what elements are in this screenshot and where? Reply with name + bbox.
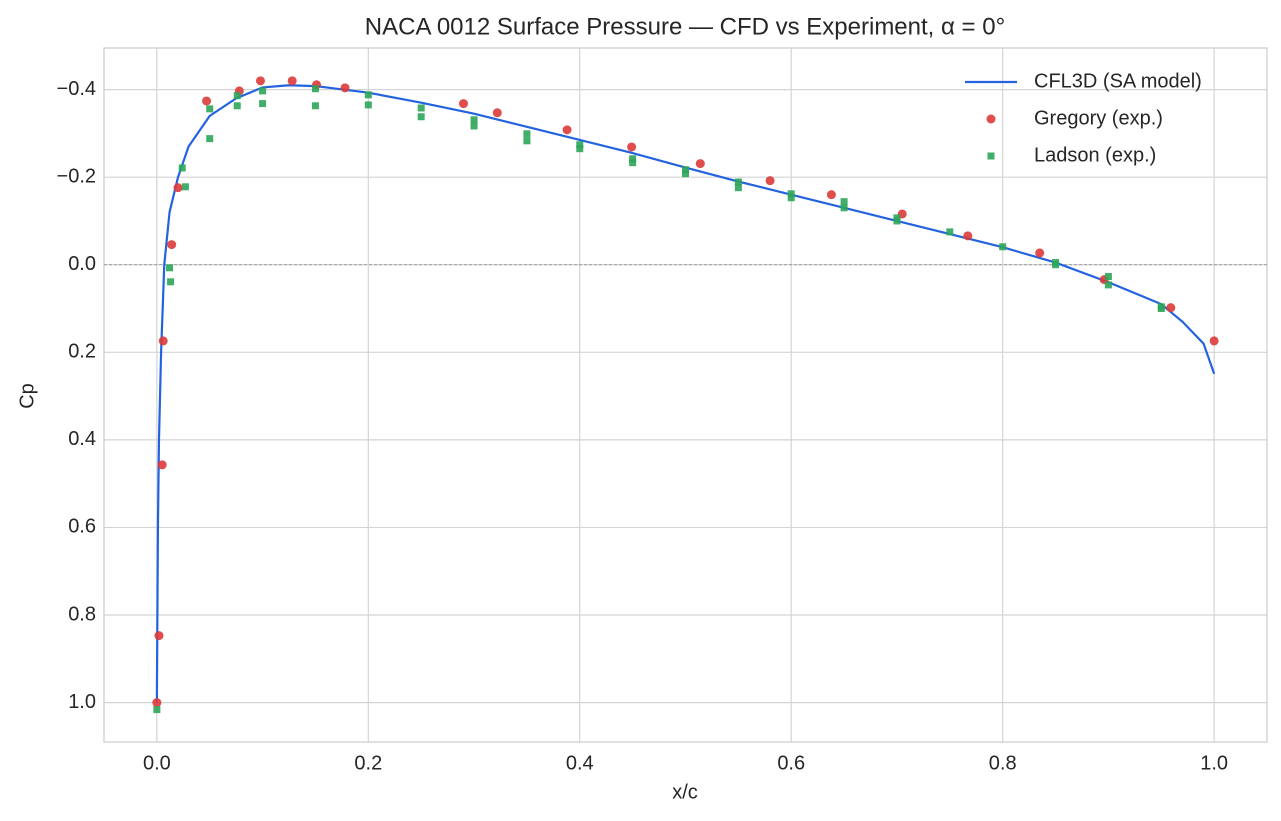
y-tick-label: 0.6 <box>68 516 96 538</box>
data-point <box>178 164 186 172</box>
data-point <box>154 631 164 641</box>
data-point <box>492 108 502 118</box>
data-point <box>562 125 572 135</box>
data-point <box>206 135 214 143</box>
data-point <box>364 101 372 109</box>
legend: CFL3D (SA model) Gregory (exp.) Ladson (ex… <box>965 70 1202 166</box>
y-tick-label: −0.4 <box>57 78 96 100</box>
data-point <box>627 142 637 152</box>
x-tick-label: 0.6 <box>777 752 805 774</box>
data-point <box>233 92 241 100</box>
data-point <box>1209 336 1219 346</box>
x-tick-label: 0.0 <box>143 752 171 774</box>
data-point <box>181 183 189 191</box>
data-point <box>946 228 954 236</box>
x-tick-label: 0.2 <box>354 752 382 774</box>
data-point <box>523 137 531 145</box>
data-point <box>1035 248 1045 258</box>
data-point <box>158 336 168 346</box>
data-point <box>202 96 212 106</box>
plot-frame <box>103 47 1268 743</box>
data-point <box>167 278 175 286</box>
data-point <box>470 122 478 130</box>
data-point <box>1052 261 1060 269</box>
data-point <box>152 698 162 708</box>
data-point <box>787 194 795 202</box>
data-point <box>765 176 775 186</box>
y-tick-label: −0.2 <box>57 165 96 187</box>
data-point <box>259 87 267 95</box>
data-point <box>629 159 637 167</box>
data-point <box>963 231 973 241</box>
data-point <box>1157 305 1165 313</box>
data-point <box>233 102 241 110</box>
data-point <box>999 243 1007 251</box>
data-point <box>576 141 584 149</box>
data-point <box>417 104 425 112</box>
legend-swatch <box>987 152 995 160</box>
data-point <box>417 113 425 121</box>
data-point <box>893 214 901 222</box>
data-point <box>734 184 742 192</box>
data-point <box>311 85 319 93</box>
data-point <box>840 198 848 206</box>
y-tick-label: 0.2 <box>68 341 96 363</box>
y-axis-label: Cp <box>16 383 38 409</box>
data-point <box>287 76 297 86</box>
x-tick-label: 1.0 <box>1200 752 1228 774</box>
data-point <box>1104 281 1112 289</box>
y-tick-label: 1.0 <box>68 691 96 713</box>
data-point <box>167 240 177 250</box>
data-point <box>695 159 705 169</box>
cfd-line <box>155 84 1216 703</box>
data-point <box>576 145 584 153</box>
data-point <box>153 706 161 714</box>
data-point <box>340 83 350 93</box>
y-tick-label: 0.0 <box>68 253 96 275</box>
data-point <box>826 190 836 200</box>
data-point <box>682 170 689 178</box>
data-point <box>734 178 742 186</box>
data-point <box>1166 303 1176 313</box>
chart-title: NACA 0012 Surface Pressure — CFD vs Expe… <box>365 13 1005 40</box>
data-point <box>682 166 689 174</box>
legend-swatch <box>986 114 996 124</box>
y-tick-label: 0.4 <box>68 428 96 450</box>
data-point <box>173 183 183 193</box>
legend-label: Gregory (exp.) <box>1034 107 1163 129</box>
data-point <box>787 190 795 198</box>
data-point <box>1104 273 1112 281</box>
legend-label: CFL3D (SA model) <box>1034 70 1202 92</box>
y-tick-label: 0.8 <box>68 603 96 625</box>
data-point <box>458 99 468 109</box>
data-point <box>629 155 637 163</box>
data-point <box>523 130 531 138</box>
x-tick-label: 0.4 <box>566 752 594 774</box>
data-point <box>166 264 174 272</box>
data-point <box>311 102 319 110</box>
data-point <box>840 204 848 212</box>
data-point <box>259 100 267 108</box>
x-tick-label: 0.8 <box>989 752 1017 774</box>
data-point <box>206 105 214 113</box>
data-point <box>255 76 265 86</box>
x-axis-label: x/c <box>672 781 698 803</box>
data-point <box>364 91 372 99</box>
data-point <box>470 116 478 124</box>
data-point <box>157 460 167 470</box>
legend-label: Ladson (exp.) <box>1034 144 1156 166</box>
